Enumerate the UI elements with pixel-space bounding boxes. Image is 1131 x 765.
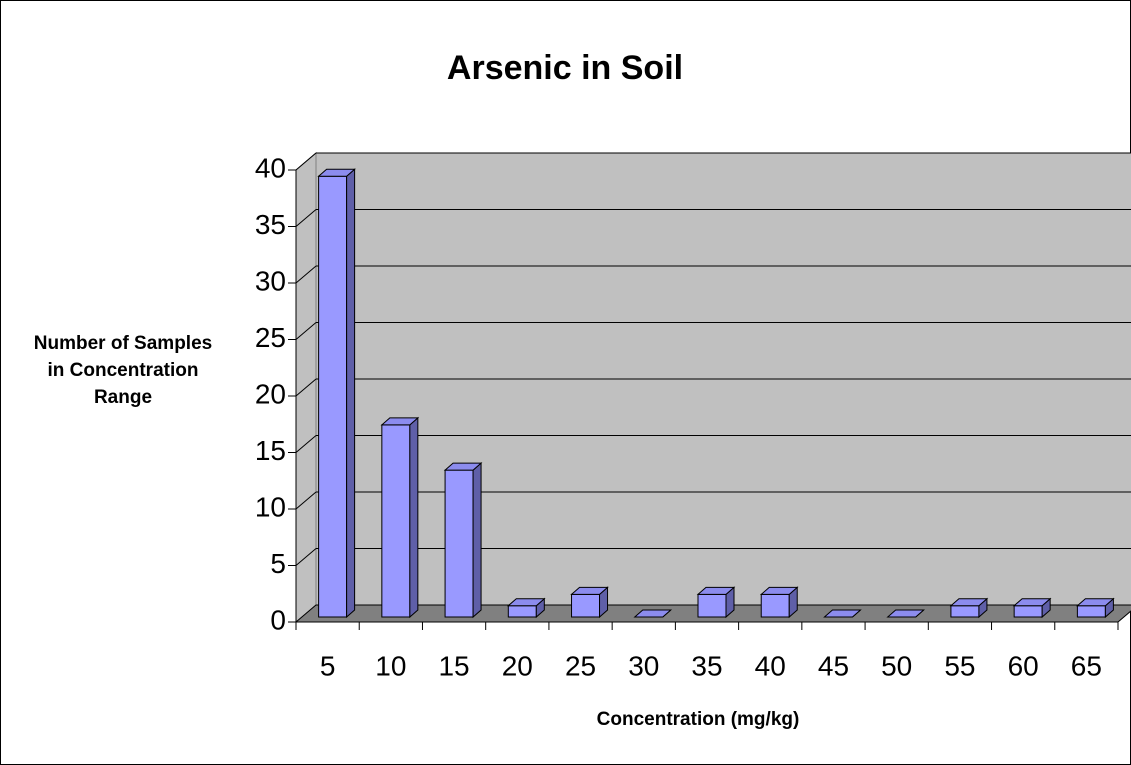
bar (1012, 597, 1052, 619)
x-tick-label: 5 (320, 650, 336, 681)
bar (759, 586, 799, 619)
grid-line (295, 378, 317, 397)
x-tick-label: 60 (1008, 650, 1039, 681)
bar (696, 586, 736, 619)
bar (506, 597, 546, 619)
y-tick-label: 10 (255, 491, 286, 522)
bar (886, 609, 926, 618)
bar-side (472, 461, 482, 619)
x-tick-label: 40 (755, 650, 786, 681)
bar (317, 168, 356, 619)
y-tick-label: 5 (270, 548, 286, 579)
y-tick-label: 35 (255, 209, 286, 240)
bar-top (696, 586, 736, 595)
bar-top (506, 598, 546, 607)
y-tick-label: 25 (255, 322, 286, 353)
bar-front (381, 424, 411, 618)
chart-title: Arsenic in Soil (447, 49, 683, 87)
grid-line (295, 209, 317, 227)
grid-line (295, 265, 317, 284)
grid-line (295, 491, 317, 510)
bar-front (1013, 605, 1043, 618)
x-tick-label: 35 (691, 650, 722, 681)
x-tick-label: 45 (818, 650, 849, 681)
x-tick-label: 20 (502, 650, 533, 681)
bar-front (507, 605, 537, 618)
grid-line (295, 152, 317, 171)
bar-front (444, 469, 474, 618)
bar-top (759, 586, 799, 595)
x-tick-label: 55 (944, 650, 975, 681)
bar-side (409, 416, 419, 619)
bar (570, 586, 609, 619)
grid-line (295, 548, 317, 566)
bar-front (760, 593, 790, 618)
bar-front (571, 593, 601, 618)
bar-side (346, 168, 356, 619)
y-tick-label: 40 (255, 152, 286, 183)
y-tick-label: 0 (270, 604, 286, 635)
bar-top (570, 586, 609, 595)
bar (633, 609, 673, 618)
bar (823, 609, 862, 618)
x-tick-label: 65 (1071, 650, 1102, 681)
bar (380, 416, 420, 619)
x-tick-label: 30 (628, 650, 659, 681)
bar-top (949, 598, 989, 607)
y-axis-label: Number of Samples in Concentration Range (33, 333, 213, 408)
bar-front (318, 175, 348, 618)
bar (1076, 597, 1115, 619)
x-tick-label: 15 (438, 650, 469, 681)
y-tick-label: 20 (255, 378, 286, 409)
grid-line (295, 435, 317, 453)
bar-top (443, 462, 483, 471)
x-tick-label: 50 (881, 650, 912, 681)
bar-front (697, 593, 727, 618)
bar-top (380, 417, 420, 426)
y-tick-label: 30 (255, 265, 286, 296)
bar-top (823, 609, 862, 618)
bar-top (317, 168, 356, 177)
x-tick-label: 10 (375, 650, 406, 681)
grid-line (295, 322, 317, 340)
bar-front (1076, 605, 1106, 618)
bar (443, 461, 483, 619)
bar-front (950, 605, 980, 618)
y-tick-label: 15 (255, 435, 286, 466)
x-tick-label: 25 (565, 650, 596, 681)
bar (949, 597, 989, 619)
bar-top (633, 609, 673, 618)
bar-top (886, 609, 926, 618)
bar-top (1012, 598, 1052, 607)
bar-top (1076, 598, 1115, 607)
x-axis-label: Concentration (mg/kg) (597, 709, 800, 730)
